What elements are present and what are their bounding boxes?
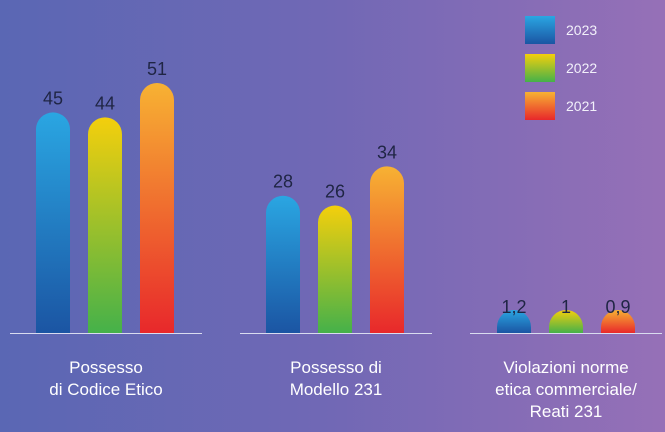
- data-label-2022-1: 44: [95, 93, 115, 113]
- legend-item-2023: 2023: [525, 16, 597, 44]
- category-label-1: Possesso di Codice Etico: [49, 358, 162, 399]
- bars-layer: 45 44 51 Possesso di Codice Etico 28 26 34 Posse…: [10, 59, 662, 421]
- bar-2023-1: [36, 112, 70, 333]
- data-label-2021-3: 0,9: [605, 297, 630, 317]
- legend-item-2022: 2022: [525, 54, 597, 82]
- legend-item-2021: 2021: [525, 92, 597, 120]
- legend-label-2022: 2022: [566, 60, 597, 76]
- legend-label-2023: 2023: [566, 22, 597, 38]
- bar-group-2: 28 26 34 Possesso di Modello 231: [240, 142, 432, 399]
- bar-2023-2: [266, 195, 300, 333]
- bar-2022-1: [88, 117, 122, 333]
- legend: 2023 2022 2021: [525, 16, 597, 120]
- category-label-2: Possesso di Modello 231: [290, 358, 383, 399]
- bar-2022-2: [318, 205, 352, 333]
- bar-group-1: 45 44 51 Possesso di Codice Etico: [10, 59, 202, 399]
- data-label-2022-3: 1: [561, 297, 571, 317]
- bar-2021-2: [370, 166, 404, 333]
- bar-2021-3: [601, 310, 635, 333]
- legend-label-2021: 2021: [566, 98, 597, 114]
- category-label-3: Violazioni norme etica commerciale/Reati …: [495, 358, 637, 421]
- data-label-2021-2: 34: [377, 142, 397, 162]
- legend-swatch-2022: [525, 54, 555, 82]
- data-label-2023-3: 1,2: [501, 297, 526, 317]
- bar-2022-3: [549, 310, 583, 333]
- bar-2023-3: [497, 310, 531, 333]
- bar-group-3: 1,2 1 0,9 Violazioni norme etica commerciale…: [470, 297, 662, 421]
- data-label-2023-2: 28: [273, 172, 293, 192]
- data-label-2023-1: 45: [43, 88, 63, 108]
- legend-swatch-2021: [525, 92, 555, 120]
- bar-2021-1: [140, 83, 174, 333]
- data-label-2022-2: 26: [325, 182, 345, 202]
- legend-swatch-2023: [525, 16, 555, 44]
- data-label-2021-1: 51: [147, 59, 167, 79]
